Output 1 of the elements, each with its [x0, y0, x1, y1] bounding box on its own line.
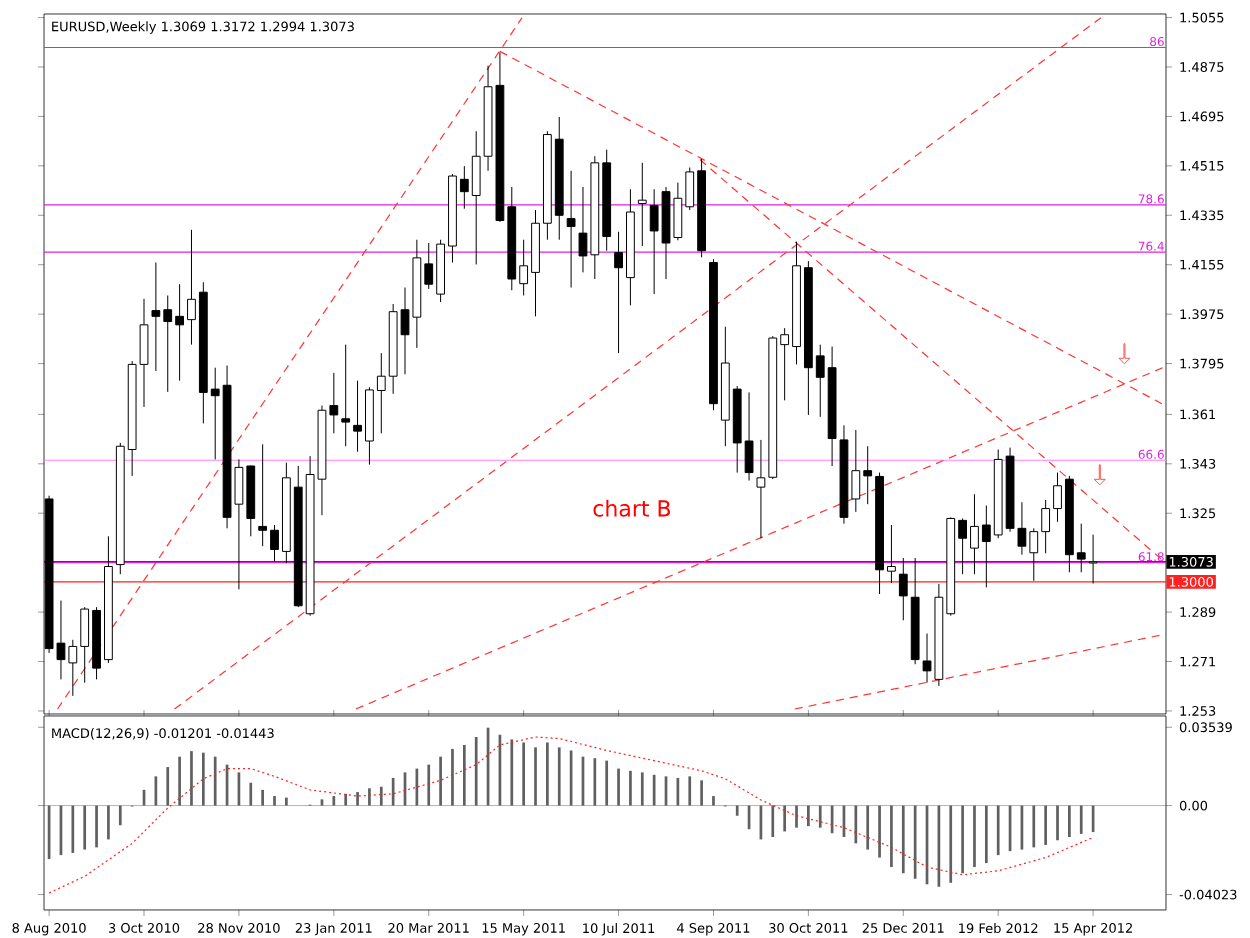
annotation: chart B	[593, 499, 670, 517]
